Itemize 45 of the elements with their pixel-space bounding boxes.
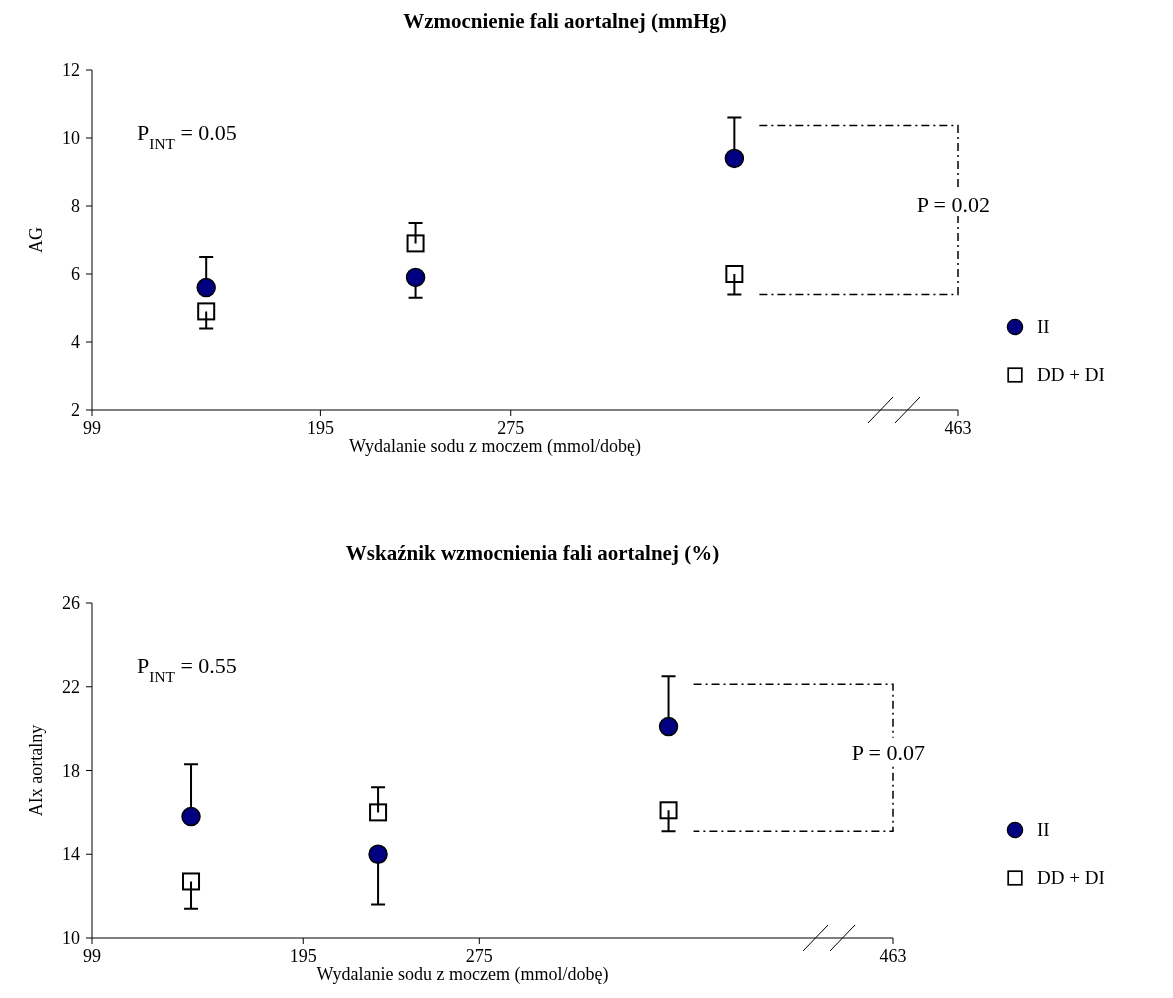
legend-label: DD + DI <box>1037 867 1105 888</box>
point <box>181 806 201 827</box>
chart-title: Wskaźnik wzmocnienia fali aortalnej (%) <box>345 541 720 565</box>
x-tick-label: 99 <box>83 946 101 966</box>
x-axis-title: Wydalanie sodu z moczem (mmol/dobę) <box>316 964 609 985</box>
annotation: P = 0.02 <box>916 192 990 217</box>
y-tick-label: 10 <box>62 128 80 148</box>
x-tick-label: 275 <box>497 418 525 438</box>
x-tick-label: 275 <box>465 946 493 966</box>
point <box>405 267 426 288</box>
y-tick-label: 6 <box>71 264 80 284</box>
y-tick-label: 10 <box>62 928 80 948</box>
point <box>197 302 216 321</box>
x-tick-label: 99 <box>83 418 101 438</box>
y-tick-label: 12 <box>62 60 80 80</box>
x-tick-label: 195 <box>289 946 317 966</box>
point <box>659 801 678 820</box>
annotation: P$_{INT}$ = 0.05 <box>137 120 237 152</box>
point <box>196 277 216 298</box>
x-axis-title: Wydalanie sodu z moczem (mmol/dobę) <box>349 436 641 457</box>
y-tick-label: 14 <box>62 844 80 865</box>
y-tick-label: 22 <box>62 676 80 697</box>
y-axis-title: AG <box>26 227 46 253</box>
point <box>658 716 679 737</box>
chart-title: Wzmocnienie fali aortalnej (mmHg) <box>403 9 727 33</box>
x-tick-label: 463 <box>879 946 907 966</box>
point <box>406 234 425 253</box>
y-tick-label: 18 <box>62 760 80 781</box>
legend-label: II <box>1037 316 1050 337</box>
x-tick-label: 463 <box>944 418 972 438</box>
x-tick-label: 195 <box>306 418 334 438</box>
y-tick-label: 8 <box>71 196 80 216</box>
y-tick-label: 4 <box>71 332 80 352</box>
annotation: P = 0.07 <box>851 739 925 765</box>
legend-label: DD + DI <box>1037 364 1105 385</box>
y-tick-label: 26 <box>62 593 80 613</box>
point <box>182 872 201 891</box>
point <box>725 265 744 283</box>
y-tick-label: 2 <box>71 400 80 420</box>
point <box>369 803 388 822</box>
point <box>368 844 388 864</box>
y-axis-title: AIx aortalny <box>26 724 46 817</box>
legend-label: II <box>1037 819 1050 840</box>
point <box>724 148 745 169</box>
annotation: P$_{INT}$ = 0.55 <box>137 653 237 685</box>
